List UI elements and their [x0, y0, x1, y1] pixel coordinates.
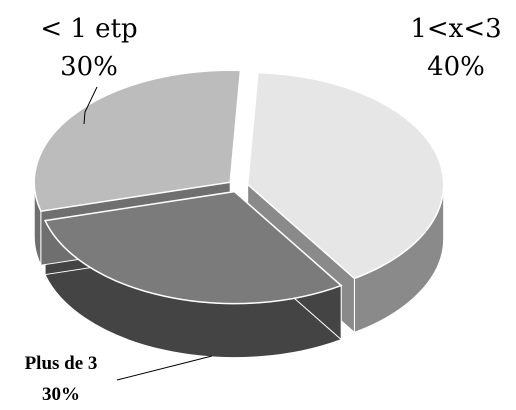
leader-line-slice-2 — [116, 355, 213, 381]
slice-label-category-3: < 1 etp — [40, 14, 137, 44]
slice-label-category-2: Plus de 3 — [25, 353, 98, 374]
slice-label-percent-2: 30% — [42, 384, 80, 405]
slice-label-percent-1: 40% — [427, 52, 485, 82]
leader-line-slice-3 — [83, 86, 98, 125]
pie-top-faces — [33, 69, 445, 305]
pie-slice-2 — [43, 190, 343, 305]
slice-label-category-1: 1<x<3 — [410, 14, 501, 44]
pie-slice-3 — [33, 69, 242, 213]
slice-label-percent-3: 30% — [60, 52, 118, 82]
pie-slice-1 — [246, 71, 445, 280]
